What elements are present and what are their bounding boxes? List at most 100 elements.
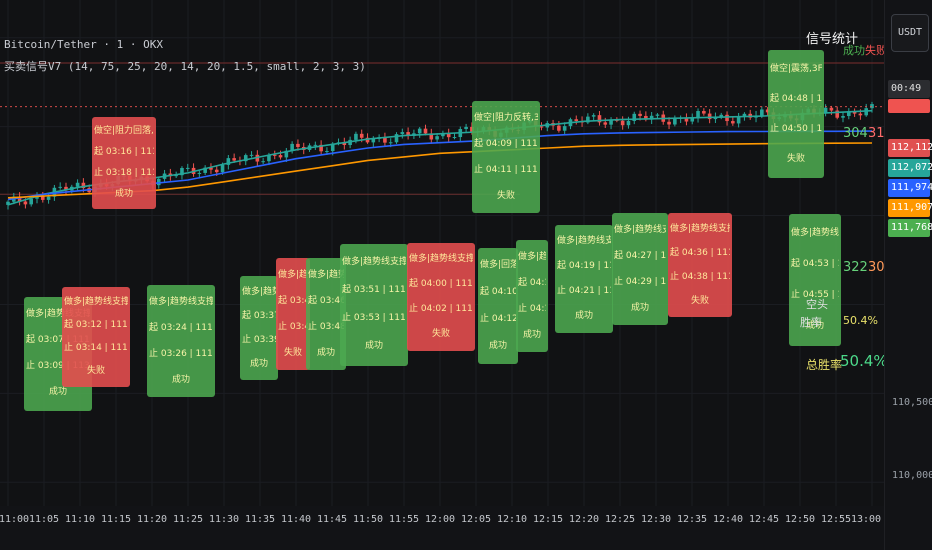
candle-body — [464, 126, 468, 130]
time-tick: 12:35 — [676, 514, 708, 525]
stats-col-fail: 失败 — [865, 44, 887, 57]
candle-body — [278, 155, 283, 158]
signal-label-box: 做多|趋势线支撑,3F混合| 起 04:53 | 111984.1 止 04:55 … — [789, 214, 841, 346]
stats-total-value: 50.4% — [840, 352, 888, 370]
signal-label-box: 做多|趋势起 04:15 止 04:17 成功 — [516, 240, 548, 352]
signal-label-line: 止 04:11 | 111749.9 ✗ — [474, 165, 538, 175]
signal-label-line: 起 03:51 | 111729.9 — [342, 285, 406, 295]
signal-label-line: 做多|趋势线支撑,3F混合| — [342, 257, 406, 267]
price-tick-110500: 110,500.0 — [892, 397, 932, 408]
candle-body — [23, 201, 28, 205]
signal-label-box: 做空|震荡,3F混合| 起 04:48 | 111980.5 止 04:50 | 1… — [768, 50, 824, 178]
candle-body — [562, 126, 567, 131]
signal-label-line: 起 04:27 | 111898.1 — [614, 251, 666, 261]
candle-body — [725, 114, 729, 122]
candle-body — [707, 113, 712, 120]
candle-body — [354, 133, 358, 140]
signal-label-box: 做多|趋势线支撑,3F混合| 起 03:37 止 03:39 成功 — [240, 276, 278, 380]
signal-label-box: 做多|趋势线支撑,3F混合| 起 04:27 | 111898.1 止 04:29 … — [612, 213, 668, 325]
signal-label-line: 失败 — [86, 366, 105, 376]
time-tick: 12:40 — [712, 514, 744, 525]
countdown-tag: 00:49 — [888, 80, 930, 98]
time-tick: 13:00 — [850, 514, 882, 525]
candle-body — [586, 116, 590, 123]
candle-body — [29, 198, 33, 205]
price-tag: 112,112.5 — [888, 139, 932, 157]
signal-label-line: 成功 — [364, 341, 383, 351]
candle-body — [406, 132, 410, 136]
signal-label-box: 做多|趋势线支撑,3F混合| 起 04:00 | 111676 止 04:02 | … — [407, 243, 475, 351]
signal-label-box: 做多|回落后起 04:10 止 04:12 成功 — [478, 248, 518, 364]
candle-body — [644, 115, 648, 120]
price-tick-110000: 110,000.0 — [892, 470, 932, 481]
currency-button[interactable]: USDT — [891, 14, 929, 52]
candle-body — [841, 116, 845, 118]
signal-label-line: 做多|趋势线支撑,3F混合| — [26, 309, 90, 319]
time-tick: 12:00 — [424, 514, 456, 525]
signal-label-box: 做多|趋势线支撑,3F混合| 起 03:12 | 111470 止 03:14 | … — [62, 287, 130, 387]
signal-label-line: 起 04:10 — [480, 287, 516, 297]
signal-label-line: 做多|趋势线支撑,3F混合| — [409, 254, 473, 264]
candle-body — [823, 107, 828, 113]
indicator-title: 买卖信号V7 (14, 75, 25, 20, 14, 20, 1.5, sma… — [4, 60, 366, 73]
candle-body — [249, 154, 254, 156]
signal-label-line: 起 04:09 | 111632.4 — [474, 139, 538, 149]
signal-label-line: 起 04:36 | 111940 — [670, 248, 730, 258]
candle-body — [603, 122, 608, 125]
candle-body — [441, 133, 445, 137]
signal-label-line: 止 04:29 | 111945.1 ✓ — [614, 277, 666, 287]
signal-label-line: 止 03:09 | 11392 ✓ — [26, 361, 90, 371]
signal-label-line: 成功 — [574, 311, 593, 321]
candle-body — [731, 121, 735, 124]
signal-label-line: 做多|趋势 — [518, 252, 546, 262]
candle-body — [765, 109, 770, 113]
symbol-title: Bitcoin/Tether · 1 · OKX — [4, 38, 163, 51]
price-chart[interactable] — [0, 0, 884, 506]
candle-body — [267, 154, 271, 162]
stats-col-success: 成功 — [843, 44, 865, 57]
time-tick: 11:10 — [64, 514, 96, 525]
candle-body — [325, 151, 329, 153]
candle-body — [470, 126, 474, 133]
signal-label-line: 起 04:00 | 111676 — [409, 279, 473, 289]
time-tick: 11:40 — [280, 514, 312, 525]
stats-win-rate-value: 50.4% — [843, 314, 878, 327]
candle-body — [649, 115, 654, 120]
candle-body — [46, 196, 51, 200]
time-axis[interactable] — [0, 506, 884, 550]
candle-body — [156, 178, 161, 186]
signal-label-line: 成功 — [630, 303, 649, 313]
candle-body — [243, 155, 248, 162]
price-tag: 111,974.8 — [888, 179, 932, 197]
candle-body — [638, 113, 642, 116]
signal-label-line: 做多|趋势 — [278, 270, 308, 280]
signal-label-line: 成功 — [171, 375, 190, 385]
candle-body — [557, 125, 561, 131]
candle-body — [365, 137, 370, 143]
time-tick: 11:00 — [0, 514, 30, 525]
signal-label-line: 做多|趋势线支撑,3F混合| — [149, 297, 213, 307]
candle-body — [858, 113, 863, 116]
candle-body — [400, 132, 405, 135]
candle-body — [180, 167, 184, 176]
signal-label-line: 止 03:18 | 111486.1 ✓ — [94, 168, 154, 178]
candle-body — [852, 111, 857, 114]
time-tick: 11:50 — [352, 514, 384, 525]
candle-body — [296, 143, 300, 147]
signal-label-line: 做多|趋势线支撑,3F混合| — [670, 224, 730, 234]
candle-body — [835, 110, 840, 118]
candle-body — [174, 175, 178, 177]
signal-label-line: 止 04:38 | 111935.9 ✗ — [670, 272, 730, 282]
candle-body — [342, 142, 347, 145]
stats-title: 信号统计 — [806, 32, 859, 47]
signal-label-line: 成功 — [48, 387, 67, 397]
candle-body — [690, 117, 695, 122]
time-tick: 12:50 — [784, 514, 816, 525]
time-tick: 12:10 — [496, 514, 528, 525]
signal-label-box: 做多|趋势线支撑,3F混合| 起 03:24 | 111472 止 03:26 | … — [147, 285, 215, 397]
signal-label-line: 起 04:19 | 111944 — [557, 261, 611, 271]
signal-label-line: 止 04:12 — [480, 314, 516, 324]
candle-body — [383, 137, 387, 143]
signal-label-line: 止 04:55 | 112029.9 ✓ — [791, 290, 839, 300]
